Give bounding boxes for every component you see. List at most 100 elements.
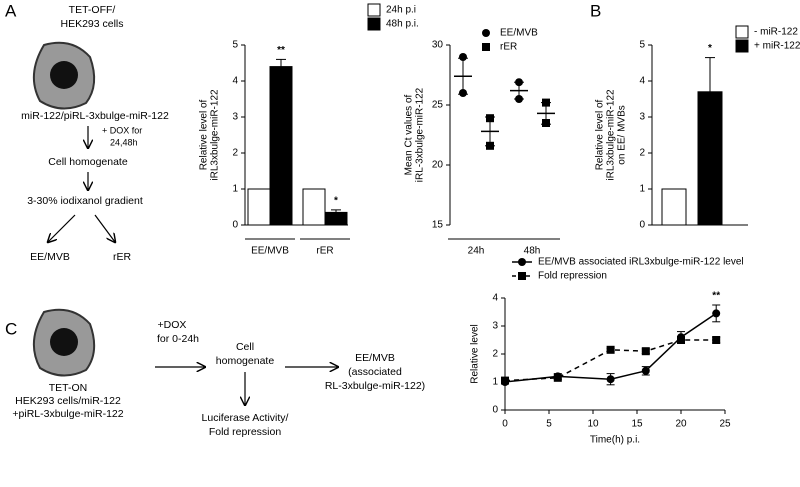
flow-text: miR-122/piRL-3xbulge-miR-122 bbox=[21, 110, 169, 122]
panel-label: C bbox=[5, 319, 17, 338]
x-tick-label: rER bbox=[316, 246, 333, 257]
y-tick-label: 3 bbox=[639, 112, 645, 123]
data-point bbox=[606, 375, 615, 384]
y-tick-label: 4 bbox=[232, 76, 238, 87]
flow-text: TET-ON bbox=[49, 382, 88, 394]
significance: ** bbox=[277, 45, 285, 56]
legend-label: 24h p.i bbox=[386, 5, 416, 16]
data-point bbox=[542, 119, 550, 127]
flow-text: Cell bbox=[236, 341, 254, 353]
y-tick-label: 1 bbox=[232, 184, 238, 195]
y-tick-label: 0 bbox=[639, 220, 645, 231]
flow-text: HEK293 cells bbox=[60, 18, 123, 30]
x-tick-label: 5 bbox=[546, 419, 552, 430]
data-point bbox=[712, 336, 721, 344]
y-axis-label: on EE/ MVBs bbox=[617, 105, 628, 164]
series-line bbox=[504, 312, 717, 383]
data-point bbox=[553, 373, 562, 382]
arrow bbox=[94, 214, 115, 242]
panel-label: B bbox=[590, 1, 601, 20]
legend-swatch bbox=[367, 3, 381, 17]
bar bbox=[269, 66, 293, 226]
data-point bbox=[677, 336, 685, 344]
legend-label: rER bbox=[500, 42, 517, 53]
flow-text: Cell homogenate bbox=[48, 156, 128, 168]
panel-label: A bbox=[5, 1, 17, 20]
flow-text: +DOX bbox=[158, 319, 187, 331]
legend-swatch bbox=[735, 39, 749, 53]
flow-text: 3-30% iodixanol gradient bbox=[27, 195, 143, 207]
data-point bbox=[542, 98, 550, 107]
legend-label: EE/MVB bbox=[500, 28, 538, 39]
flow-text: (associated bbox=[348, 366, 402, 378]
flow-text: 24,48h bbox=[110, 137, 138, 147]
y-axis-label: Relative level bbox=[470, 324, 481, 383]
data-point bbox=[515, 78, 523, 87]
y-tick-label: 20 bbox=[432, 160, 444, 171]
legend-marker bbox=[482, 43, 490, 51]
y-tick-label: 5 bbox=[639, 40, 645, 51]
y-tick-label: 3 bbox=[232, 112, 238, 123]
y-tick-label: 0 bbox=[492, 405, 498, 416]
y-tick-label: 25 bbox=[432, 100, 444, 111]
cell-icon bbox=[33, 41, 96, 110]
data-point bbox=[712, 309, 721, 318]
flow-text: EE/MVB bbox=[30, 251, 70, 263]
bar bbox=[247, 188, 271, 226]
y-axis-label: Mean Ct values of bbox=[404, 94, 415, 175]
x-tick-label: 10 bbox=[587, 419, 599, 430]
y-tick-label: 15 bbox=[432, 220, 444, 231]
y-axis-label: Relative level of bbox=[199, 99, 210, 170]
significance: ** bbox=[712, 291, 720, 302]
legend-swatch bbox=[367, 17, 381, 31]
data-point bbox=[641, 366, 650, 375]
y-tick-label: 0 bbox=[232, 220, 238, 231]
flow-text: +piRL-3xbulge-miR-122 bbox=[12, 408, 123, 420]
y-tick-label: 3 bbox=[492, 321, 498, 332]
y-tick-label: 1 bbox=[639, 184, 645, 195]
y-tick-label: 2 bbox=[639, 148, 645, 159]
y-tick-label: 1 bbox=[492, 377, 498, 388]
legend-label: + miR-122 bbox=[754, 41, 800, 52]
y-tick-label: 4 bbox=[639, 76, 645, 87]
flow-text: + DOX for bbox=[102, 125, 142, 135]
flow-text: EE/MVB bbox=[355, 352, 395, 364]
x-tick-label: 0 bbox=[502, 419, 508, 430]
y-tick-label: 5 bbox=[232, 40, 238, 51]
flow-text: for 0-24h bbox=[157, 333, 199, 345]
data-point bbox=[486, 114, 494, 123]
bar bbox=[324, 211, 348, 226]
data-point bbox=[501, 376, 509, 385]
y-tick-label: 2 bbox=[232, 148, 238, 159]
data-point bbox=[641, 347, 650, 356]
y-axis-label: Relative level of bbox=[595, 99, 606, 170]
x-tick-label: 24h bbox=[468, 246, 485, 257]
data-point bbox=[606, 345, 615, 354]
x-tick-label: 15 bbox=[631, 419, 643, 430]
x-tick-label: 48h bbox=[524, 246, 541, 257]
flow-text: rER bbox=[113, 251, 132, 263]
x-axis-label: Time(h) p.i. bbox=[590, 435, 640, 446]
y-tick-label: 30 bbox=[432, 40, 444, 51]
y-axis-label: iRL-3xbulge-miR-122 bbox=[415, 87, 426, 182]
flow-text: RL-3xbulge-miR-122) bbox=[325, 380, 425, 392]
data-point bbox=[459, 89, 467, 97]
legend-label: 48h p.i. bbox=[386, 19, 419, 30]
flow-text: HEK293 cells/miR-122 bbox=[15, 395, 121, 407]
x-tick-label: 20 bbox=[675, 419, 687, 430]
legend-marker bbox=[518, 272, 526, 280]
flow-text: homogenate bbox=[216, 355, 275, 367]
y-axis-label: iRL3xbulge-miR-122 bbox=[606, 89, 617, 181]
flow-text: TET-OFF/ bbox=[69, 4, 116, 16]
cell-icon bbox=[33, 308, 96, 377]
legend-label: - miR-122 bbox=[754, 27, 798, 38]
significance: * bbox=[334, 196, 338, 207]
series-line bbox=[504, 339, 717, 382]
bar bbox=[661, 188, 687, 226]
data-point bbox=[486, 141, 494, 150]
y-axis-label: iRL3xbulge-miR-122 bbox=[210, 89, 221, 181]
bar bbox=[302, 188, 326, 226]
x-tick-label: 25 bbox=[719, 419, 731, 430]
data-point bbox=[459, 53, 467, 61]
